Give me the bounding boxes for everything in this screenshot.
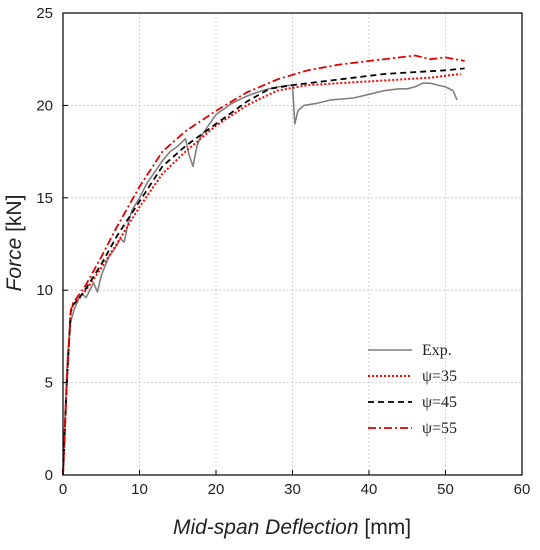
series-line-2 (62, 73, 461, 476)
series-lines (62, 54, 465, 476)
series-line-4 (62, 54, 465, 476)
series-line-1 (62, 82, 458, 476)
legend-label: Exp. (422, 342, 452, 359)
x-tick-label: 0 (59, 481, 67, 498)
x-tick-label: 30 (284, 481, 301, 498)
y-tick-label: 20 (36, 97, 53, 114)
y-axis-title: Force [kN] (3, 195, 26, 292)
legend: Exp. ψ=35 ψ=45 ψ=55 (368, 342, 457, 437)
y-tick-label: 10 (36, 282, 53, 299)
x-tick-label: 60 (514, 481, 531, 498)
legend-label: ψ=55 (422, 420, 457, 437)
y-tick-label: 15 (36, 190, 53, 207)
x-axis-title: Mid-span Deflection [mm] (173, 516, 411, 539)
x-tick-label: 40 (361, 481, 378, 498)
axis-ticks: 0 10 20 30 40 50 60 0 5 10 15 20 25 (36, 5, 530, 498)
x-tick-label: 10 (131, 481, 148, 498)
legend-label: ψ=35 (422, 368, 457, 385)
grid-lines (63, 13, 522, 475)
x-tick-label: 50 (437, 481, 454, 498)
y-tick-label: 5 (45, 375, 53, 392)
legend-label: ψ=45 (422, 394, 457, 411)
y-tick-label: 25 (36, 5, 53, 22)
y-tick-label: 0 (45, 467, 53, 484)
series-line-3 (62, 67, 465, 476)
x-tick-label: 20 (208, 481, 225, 498)
